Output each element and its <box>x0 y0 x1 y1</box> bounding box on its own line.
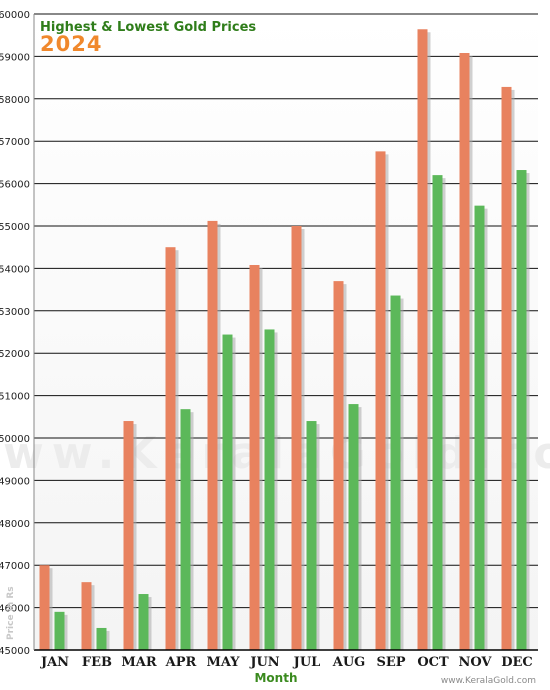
x-tick-label: SEP <box>376 655 405 670</box>
x-tick-label: MAR <box>121 655 156 670</box>
high-bar-dec <box>501 86 512 651</box>
high-bar-nov <box>459 53 470 651</box>
x-tick-label: APR <box>165 655 197 670</box>
low-bar-jul <box>306 421 317 650</box>
x-tick-label: AUG <box>332 655 366 670</box>
low-bar-aug <box>348 404 359 650</box>
low-bar-may <box>222 334 233 650</box>
low-bar-dec <box>516 170 527 651</box>
x-tick-label: FEB <box>82 655 112 670</box>
y-tick-labels: 45000 46000 47000 48000 49000 50000 51000 52000… <box>0 10 30 657</box>
chart-title: Highest & Lowest Gold Prices <box>40 20 256 35</box>
y-tick-label: 45000 <box>0 646 30 657</box>
high-bar-jun <box>249 265 260 650</box>
low-bar-mar <box>138 594 149 650</box>
high-bar-aug <box>333 281 344 650</box>
bars <box>39 29 530 651</box>
plot-area <box>34 14 538 650</box>
x-axis-title: Month <box>254 671 297 685</box>
y-axis-title: Price in Rs <box>6 586 16 640</box>
low-bar-oct <box>432 175 443 650</box>
high-bar-jan <box>39 565 50 650</box>
y-tick-label: 54000 <box>0 264 30 275</box>
low-bar-feb <box>96 627 107 650</box>
chart-subtitle-year: 2024 <box>40 32 102 56</box>
y-tick-label: 47000 <box>0 561 30 572</box>
y-tick-label: 53000 <box>0 307 30 318</box>
credit-text: www.KeralaGold.com <box>441 676 536 686</box>
y-tick-label: 55000 <box>0 222 30 233</box>
low-bar-jan <box>54 611 65 650</box>
x-tick-label: OCT <box>417 655 449 670</box>
x-tick-label: DEC <box>501 655 533 670</box>
x-tick-label: NOV <box>458 655 492 670</box>
x-tick-label: MAY <box>206 655 240 670</box>
x-tick-label: JUL <box>293 655 321 670</box>
y-tick-label: 51000 <box>0 392 30 403</box>
y-tick-label: 46000 <box>0 604 30 615</box>
low-bar-sep <box>390 295 401 650</box>
high-bar-oct <box>417 29 428 651</box>
y-tick-label: 60000 <box>0 10 30 21</box>
low-bar-nov <box>474 205 485 650</box>
high-bar-jul <box>291 226 302 650</box>
x-tick-label: JUN <box>249 655 279 670</box>
high-bar-apr <box>165 247 176 650</box>
high-bar-feb <box>81 582 92 650</box>
y-tick-label: 49000 <box>0 476 30 487</box>
y-tick-label: 48000 <box>0 519 30 530</box>
x-tick-labels: JAN FEB MAR APR MAY JUN JUL AUG SEP OCT NOV DEC <box>40 655 533 670</box>
high-bar-may <box>207 220 218 651</box>
low-bar-jun <box>264 329 275 650</box>
high-bar-mar <box>123 421 134 650</box>
y-tick-label: 57000 <box>0 137 30 148</box>
y-tick-label: 59000 <box>0 52 30 63</box>
y-tick-label: 52000 <box>0 349 30 360</box>
high-bar-sep <box>375 151 386 650</box>
y-tick-label: 56000 <box>0 180 30 191</box>
x-tick-label: JAN <box>40 655 69 670</box>
low-bar-apr <box>180 409 191 650</box>
y-tick-label: 58000 <box>0 95 30 106</box>
gridlines <box>34 13 538 609</box>
y-tick-label: 50000 <box>0 434 30 445</box>
